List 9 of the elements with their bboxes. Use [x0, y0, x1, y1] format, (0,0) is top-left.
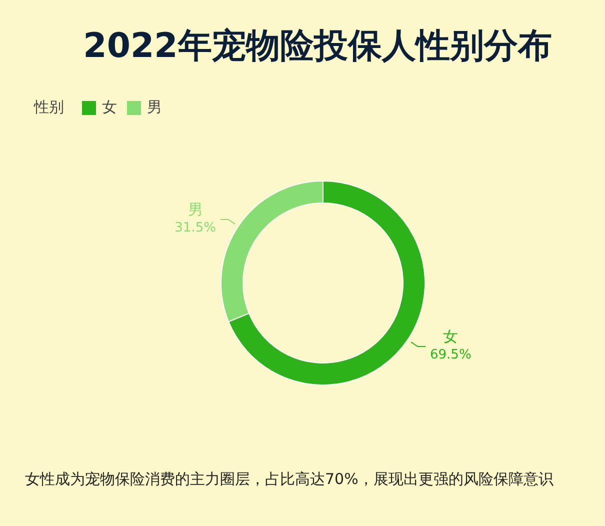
slice-label: 女 — [443, 328, 458, 346]
slice-label: 男 — [188, 200, 203, 218]
data-label: 31.5% — [174, 220, 216, 236]
chart-title: 2022年宠物险投保人性别分布 — [82, 26, 553, 66]
legend-label: 女 — [102, 98, 117, 117]
text: 女性成为宠物保险消费的主力圈层，占比高达70%，展现出更强的风险保障意识 — [25, 470, 554, 489]
legend-label: 男 — [147, 98, 162, 117]
data-label: 69.5% — [430, 348, 472, 363]
legend-title: 性别 — [34, 98, 64, 117]
